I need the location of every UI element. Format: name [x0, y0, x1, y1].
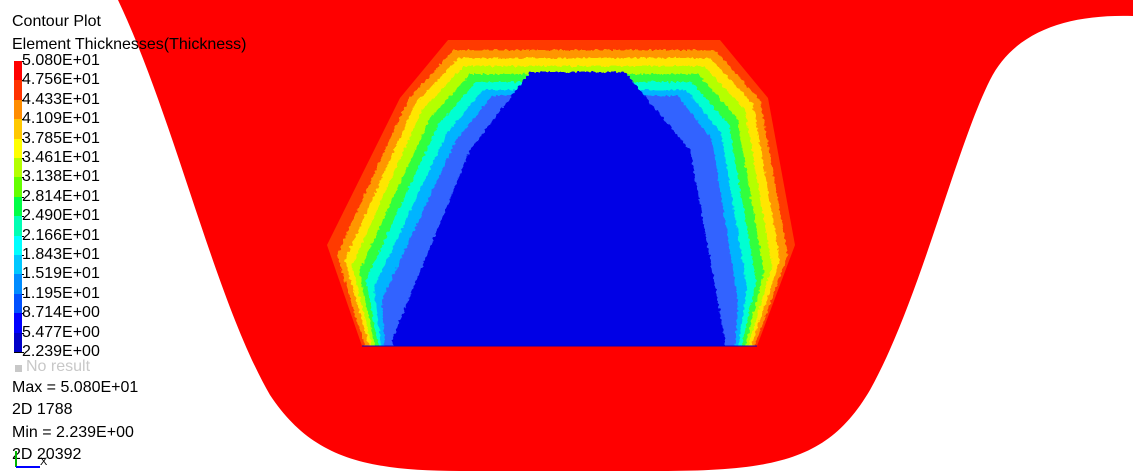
legend-color-swatch [14, 216, 22, 237]
legend-color-swatch [14, 119, 22, 140]
legend-level-label: 3.785E+01 [22, 129, 100, 147]
legend-color-swatch [14, 138, 22, 159]
legend-color-swatch [14, 80, 22, 101]
min-element-id: 2D 20392 [12, 446, 82, 463]
no-result-swatch [15, 365, 22, 372]
legend-color-swatch [14, 99, 22, 120]
legend-level-label: 5.477E+00 [22, 323, 100, 341]
legend-tick [14, 352, 24, 353]
legend-level-label: 1.519E+01 [22, 265, 100, 283]
contour-bands [327, 40, 795, 346]
legend-color-swatch [14, 313, 22, 334]
legend-level-label: 8.714E+00 [22, 304, 100, 322]
legend-color-swatch [14, 61, 22, 81]
legend-level-label: 2.239E+00 [22, 343, 100, 360]
legend-level-label: 5.080E+01 [22, 52, 100, 69]
max-value-label: Max = 5.080E+01 [12, 379, 139, 396]
legend-level-label: 1.843E+01 [22, 246, 100, 263]
legend-subtitle: Element Thicknesses(Thickness) [12, 36, 247, 53]
legend-color-swatch [14, 274, 22, 295]
legend-level-label: 4.433E+01 [22, 90, 100, 108]
legend-color-swatch [14, 255, 22, 275]
legend-level-label: 2.490E+01 [22, 207, 100, 225]
legend-title: Contour Plot [12, 13, 101, 30]
legend-color-swatch [14, 177, 22, 198]
triad-x-label: X [40, 456, 48, 468]
legend-level-label: 2.166E+01 [22, 226, 100, 244]
max-element-id: 2D 1788 [12, 401, 73, 418]
legend-color-swatch [14, 235, 22, 256]
no-result-label: No result [26, 358, 91, 375]
axis-triad-icon: X [15, 451, 48, 468]
legend-color-swatch [14, 332, 22, 353]
legend-color-swatch [14, 158, 22, 178]
legend-level-label: 4.756E+01 [22, 71, 100, 89]
legend-level-label: 2.814E+01 [22, 187, 100, 205]
band-deepblue [392, 72, 725, 346]
legend-level-label: 4.109E+01 [22, 110, 100, 128]
legend-level-label: 3.461E+01 [22, 149, 100, 166]
min-value-label: Min = 2.239E+00 [12, 424, 134, 441]
legend-color-swatch [14, 196, 22, 217]
legend-level-label: 3.138E+01 [22, 168, 100, 186]
legend-color-swatch [14, 293, 22, 314]
legend-level-label: 1.195E+01 [22, 284, 100, 302]
